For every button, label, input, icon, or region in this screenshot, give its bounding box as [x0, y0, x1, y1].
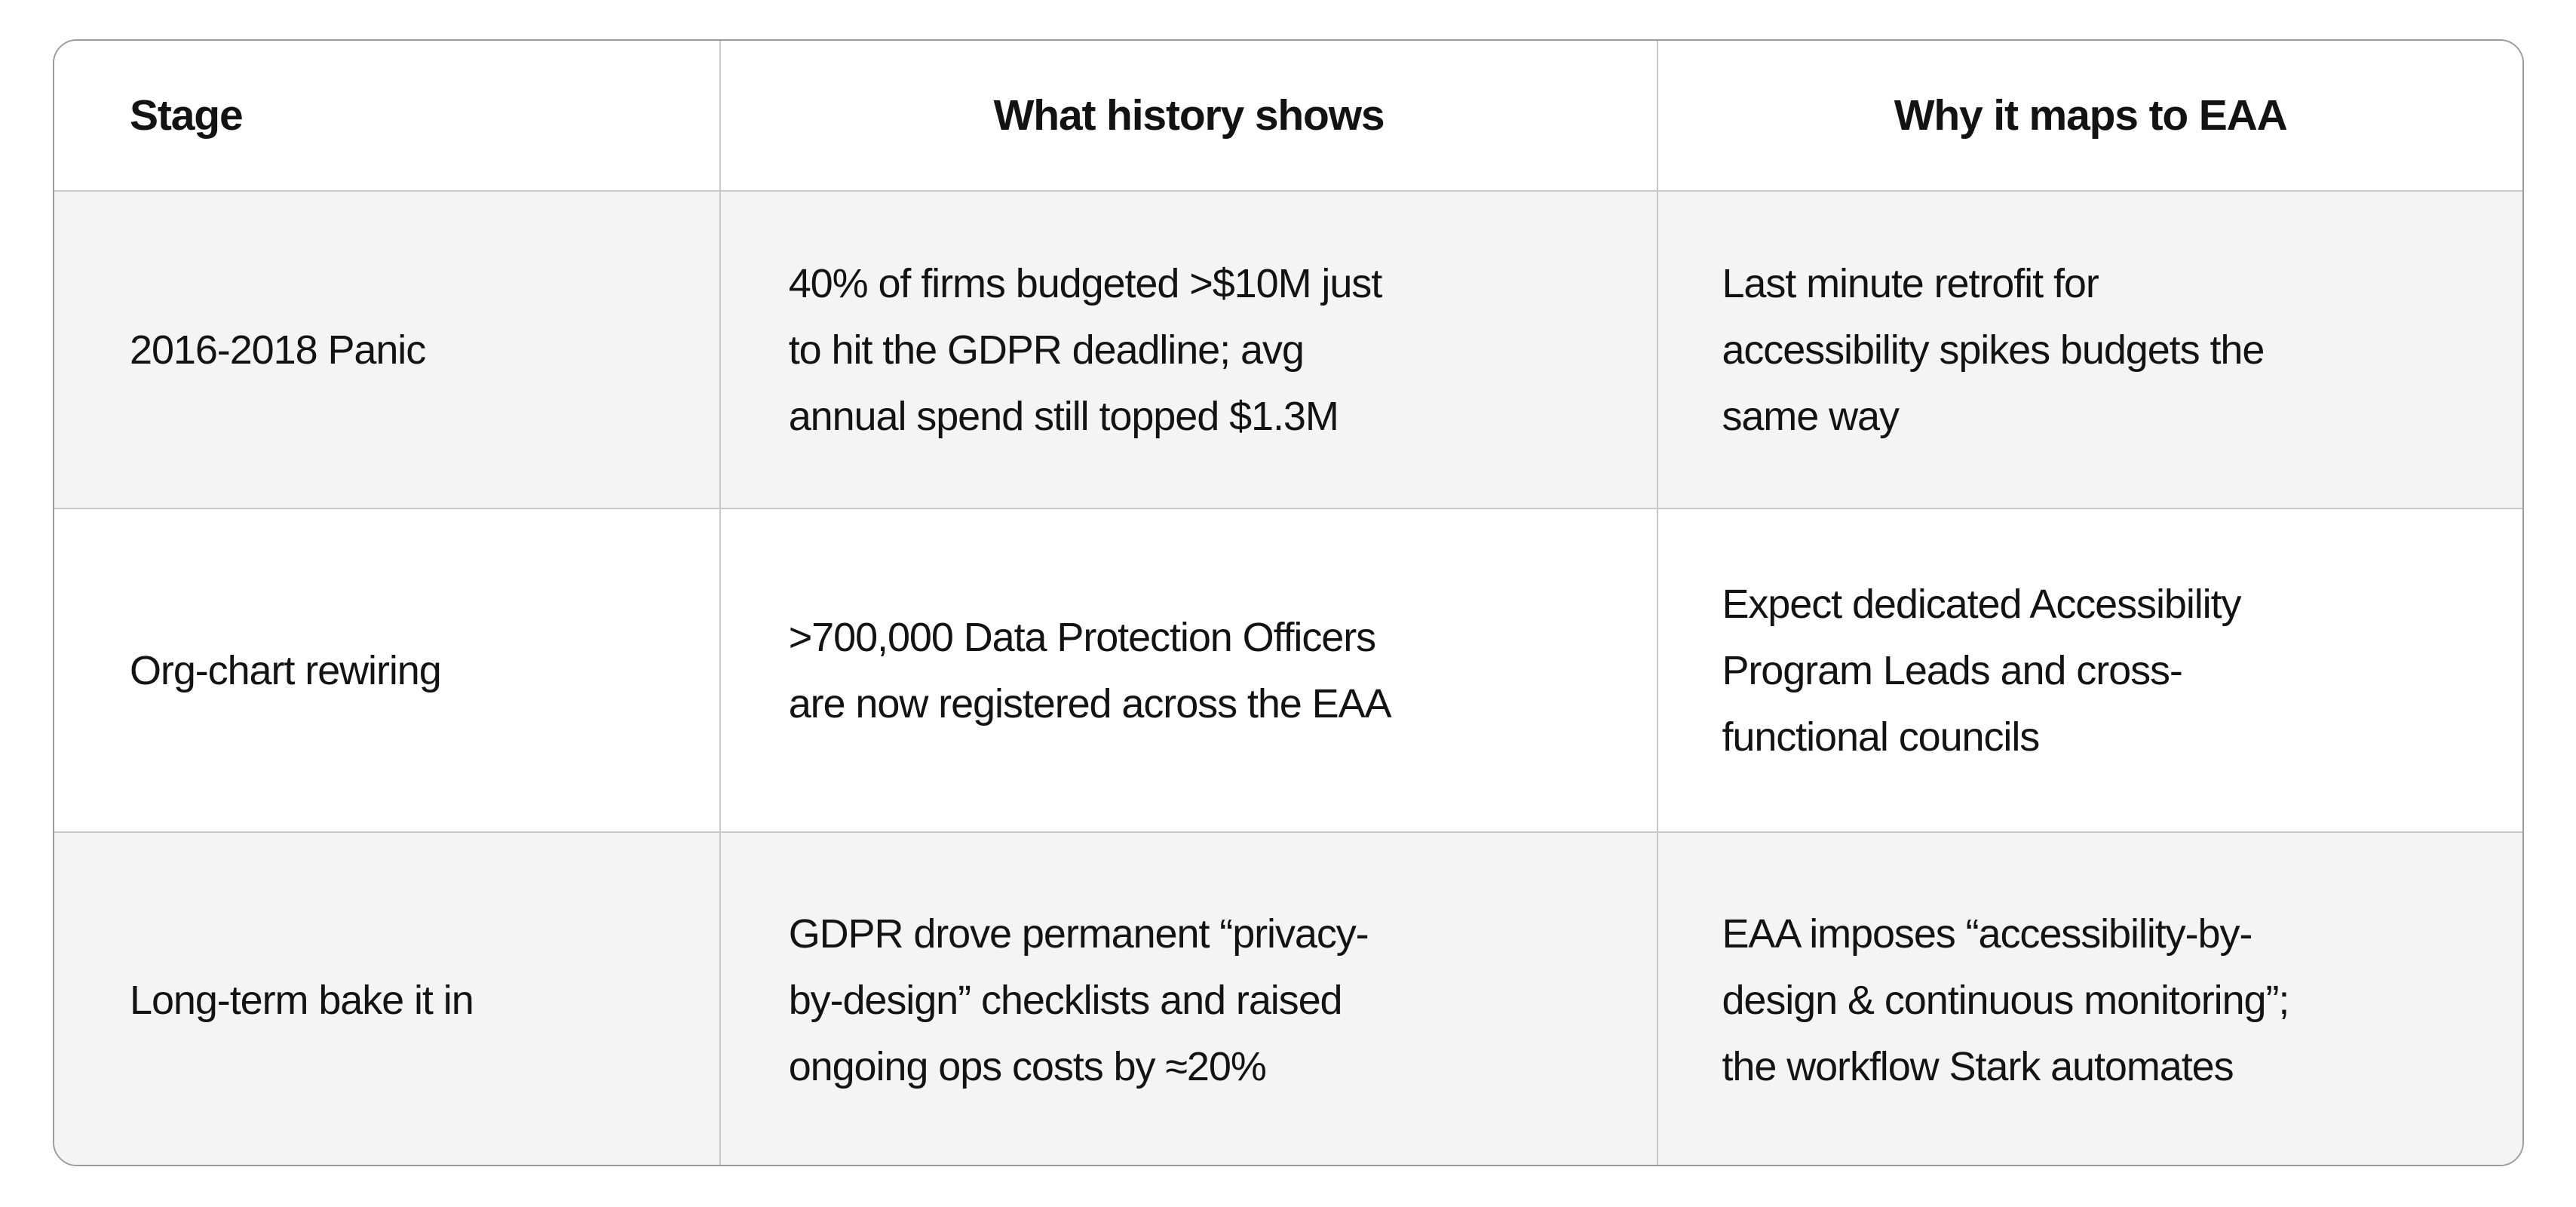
cell-history: GDPR drove permanent “privacy- by-design…: [720, 833, 1659, 1165]
column-header-why-it-maps-to-eaa: Why it maps to EAA: [1658, 41, 2522, 192]
cell-eaa: Last minute retrofit for accessibility s…: [1658, 192, 2522, 509]
cell-stage: Org-chart rewiring: [54, 509, 721, 833]
cell-eaa: Expect dedicated Accessibility Program L…: [1658, 509, 2522, 833]
gdpr-eaa-comparison-table: Stage What history shows Why it maps to …: [54, 41, 2522, 1165]
cell-history: 40% of firms budgeted >$10M just to hit …: [720, 192, 1659, 509]
cell-stage: Long-term bake it in: [54, 833, 721, 1165]
table-row-2016-2018-panic: 2016-2018 Panic 40% of firms budgeted >$…: [54, 192, 2522, 509]
cell-eaa: EAA imposes “accessibility-by- design & …: [1658, 833, 2522, 1165]
table-header-row: Stage What history shows Why it maps to …: [54, 41, 2522, 192]
comparison-table-card: Stage What history shows Why it maps to …: [53, 39, 2524, 1166]
column-header-what-history-shows: What history shows: [720, 41, 1659, 192]
cell-history: >700,000 Data Protection Officers are no…: [720, 509, 1659, 833]
cell-stage: 2016-2018 Panic: [54, 192, 721, 509]
table-row-long-term-bake-it-in: Long-term bake it in GDPR drove permanen…: [54, 833, 2522, 1165]
column-header-stage: Stage: [54, 41, 721, 192]
table-row-org-chart-rewiring: Org-chart rewiring >700,000 Data Protect…: [54, 509, 2522, 833]
